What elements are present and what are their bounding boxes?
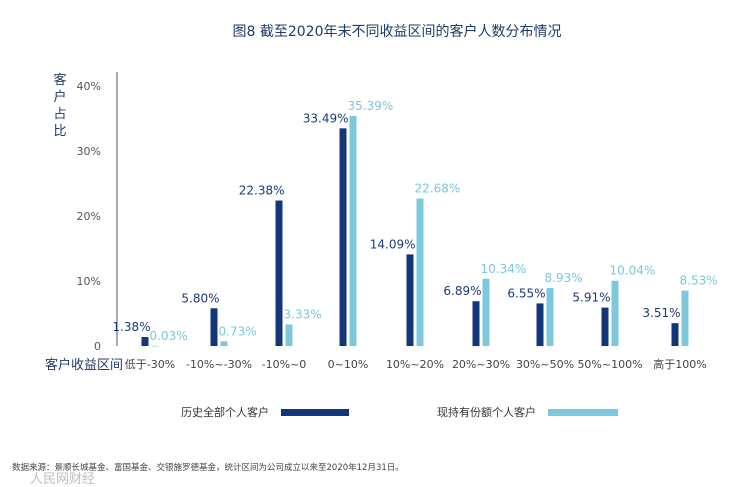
watermark: 人民网财经: [30, 472, 95, 487]
bar-history: [275, 200, 283, 346]
data-label-current: 0.73%: [219, 324, 257, 338]
category-label: 高于100%: [653, 357, 706, 371]
bar-current: [482, 278, 490, 346]
data-label-current: 10.34%: [481, 262, 527, 276]
data-label-history: 14.09%: [370, 237, 416, 251]
bar-current: [611, 280, 619, 346]
category-label: 50%~100%: [577, 358, 642, 371]
category-label: -10%~-30%: [186, 358, 252, 371]
legend-label-history: 历史全部个人客户: [181, 405, 269, 419]
data-label-history: 22.38%: [239, 184, 285, 198]
bar-current: [416, 198, 424, 346]
category-label: 低于-30%: [125, 358, 175, 371]
data-label-current: 10.04%: [610, 264, 656, 278]
bar-history: [141, 337, 149, 346]
data-label-current: 3.33%: [284, 307, 322, 321]
category-label: 10%~20%: [386, 358, 444, 371]
data-label-history: 5.80%: [181, 291, 219, 305]
data-label-current: 0.03%: [150, 329, 188, 343]
legend-label-current: 现持有份额个人客户: [437, 405, 536, 419]
category-label: 0~10%: [328, 358, 369, 371]
legend-swatch-current: [548, 409, 618, 416]
data-label-history: 1.38%: [112, 320, 150, 334]
bar-history: [406, 254, 414, 346]
y-tick-label: 30%: [77, 145, 101, 158]
legend-swatch-history: [281, 409, 349, 416]
y-axis-title: 客户占比: [53, 72, 66, 139]
bar-current: [220, 341, 228, 346]
y-tick-labels: 0 10% 20% 30% 40%: [77, 80, 101, 353]
y-tick-label: 10%: [77, 275, 101, 288]
bar-labels: 1.38%0.03% 5.80% 0.73% 22.38% 3.33% 33.49%35.…: [112, 99, 717, 343]
bar-current: [546, 287, 554, 346]
data-label-current: 35.39%: [348, 99, 394, 113]
data-label-current: 8.93%: [545, 271, 583, 285]
data-label-history: 3.51%: [642, 306, 680, 320]
x-axis-title: 客户收益区间: [45, 357, 123, 373]
category-labels: 低于-30% -10%~-30% -10%~0 0~10% 10%~20% 20%~30%…: [125, 357, 707, 371]
y-tick-label: 0: [94, 340, 101, 353]
legend: 历史全部个人客户 现持有份额个人客户: [181, 405, 618, 419]
bar-history: [339, 128, 347, 346]
bars: [141, 115, 689, 347]
chart-title: 图8 截至2020年末不同收益区间的客户人数分布情况: [233, 23, 562, 40]
category-label: 20%~30%: [452, 358, 510, 371]
data-label-history: 6.55%: [507, 286, 545, 300]
source-note: 数据来源：景顺长城基金、富国基金、交银施罗德基金，统计区间为公司成立以来至202…: [12, 462, 404, 473]
category-label: 30%~50%: [516, 358, 574, 371]
bar-history: [536, 303, 544, 346]
bar-history: [601, 307, 609, 346]
bar-history: [210, 308, 218, 346]
bar-current: [151, 345, 159, 347]
category-label: -10%~0: [262, 358, 307, 371]
bar-history: [671, 323, 679, 346]
data-label-history: 6.89%: [443, 284, 481, 298]
data-label-history: 33.49%: [303, 111, 349, 125]
data-label-current: 8.53%: [680, 274, 718, 288]
y-tick-label: 20%: [77, 210, 101, 223]
bar-current: [285, 324, 293, 346]
data-label-history: 5.91%: [572, 291, 610, 305]
bar-history: [472, 301, 480, 346]
data-label-current: 22.68%: [415, 182, 461, 196]
bar-current: [681, 290, 689, 346]
y-tick-label: 40%: [77, 80, 101, 93]
bar-current: [349, 115, 357, 346]
